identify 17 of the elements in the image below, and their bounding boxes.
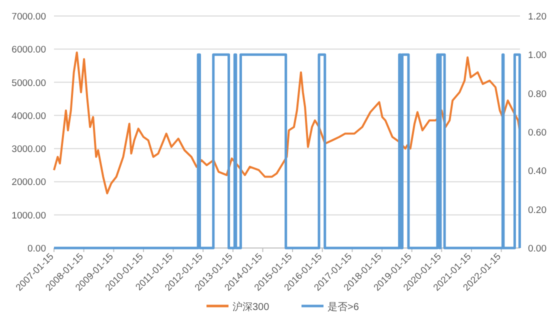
- y-tick-label: 2000.00: [12, 177, 46, 188]
- y-tick-label: 4000.00: [12, 110, 46, 122]
- y2-tick-label: 0.20: [528, 204, 546, 216]
- y2-tick-label: 0.80: [528, 88, 546, 100]
- legend-label: 沪深300: [232, 301, 270, 313]
- y-tick-label: 5000.00: [12, 78, 46, 89]
- y-tick-label: 7000.00: [12, 12, 46, 22]
- y2-tick-label: 1.20: [528, 12, 546, 22]
- y2-tick-label: 0.00: [528, 244, 546, 254]
- y-tick-label: 3000.00: [12, 144, 46, 156]
- y-tick-label: 6000.00: [12, 44, 46, 56]
- y-tick-label: 0.00: [28, 244, 46, 254]
- y2-tick-label: 1.00: [528, 50, 546, 62]
- legend-label: 是否>6: [328, 302, 360, 313]
- y2-tick-label: 0.40: [528, 166, 546, 178]
- y2-tick-label: 0.60: [528, 128, 546, 138]
- y-tick-label: 1000.00: [12, 210, 46, 222]
